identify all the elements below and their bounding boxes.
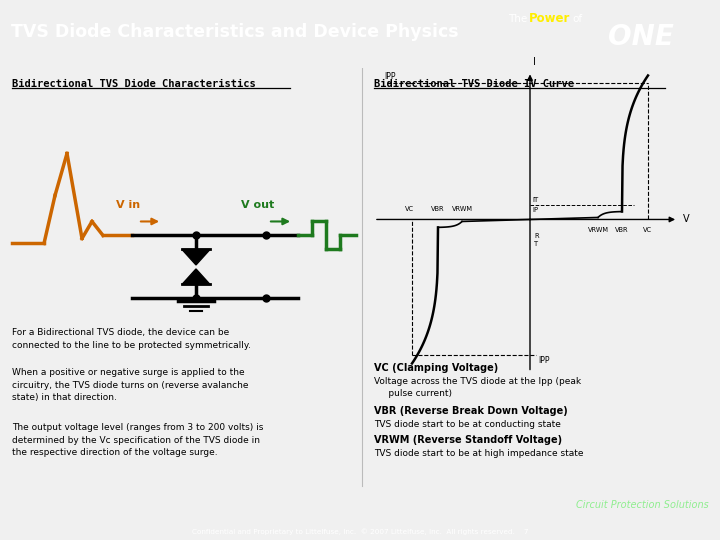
Text: Voltage across the TVS diode at the Ipp (peak
     pulse current): Voltage across the TVS diode at the Ipp …	[374, 377, 581, 398]
Text: When a positive or negative surge is applied to the
circuitry, the TVS diode tur: When a positive or negative surge is app…	[12, 368, 248, 402]
Text: IP: IP	[532, 207, 538, 213]
Text: The: The	[508, 14, 530, 24]
Text: The output voltage level (ranges from 3 to 200 volts) is
determined by the Vc sp: The output voltage level (ranges from 3 …	[12, 423, 264, 457]
Text: VBR: VBR	[431, 206, 445, 212]
Text: Circuit Protection Solutions: Circuit Protection Solutions	[577, 500, 709, 510]
Text: IT: IT	[532, 198, 539, 204]
Text: Bidirectional TVS Diode IV Curve: Bidirectional TVS Diode IV Curve	[374, 79, 574, 90]
Text: IPP: IPP	[538, 356, 549, 366]
Text: T: T	[534, 241, 538, 247]
Text: V: V	[683, 214, 690, 225]
Text: V out: V out	[241, 200, 274, 211]
Text: ONE: ONE	[608, 23, 674, 51]
Text: VBR: VBR	[615, 227, 629, 233]
Text: TVS Diode Characteristics and Device Physics: TVS Diode Characteristics and Device Phy…	[11, 23, 459, 42]
Text: of: of	[572, 14, 582, 24]
Text: VBR (Reverse Break Down Voltage): VBR (Reverse Break Down Voltage)	[374, 407, 568, 416]
Text: VRWM: VRWM	[588, 227, 608, 233]
Polygon shape	[182, 249, 210, 265]
Text: Bidirectional TVS Diode Characteristics: Bidirectional TVS Diode Characteristics	[12, 79, 256, 90]
Text: For a Bidirectional TVS diode, the device can be
connected to the line to be pro: For a Bidirectional TVS diode, the devic…	[12, 328, 251, 350]
Text: VC: VC	[644, 227, 652, 233]
Text: V in: V in	[116, 200, 140, 211]
Text: I: I	[533, 57, 536, 66]
Polygon shape	[182, 269, 210, 285]
Text: VC: VC	[405, 206, 415, 212]
Text: VRWM (Reverse Standoff Voltage): VRWM (Reverse Standoff Voltage)	[374, 435, 562, 445]
Text: VC (Clamping Voltage): VC (Clamping Voltage)	[374, 363, 498, 374]
Text: R: R	[534, 233, 539, 239]
Text: IPP: IPP	[384, 72, 395, 82]
Text: TVS diode start to be at high impedance state: TVS diode start to be at high impedance …	[374, 449, 583, 458]
Text: Confidential and Proprietary to Littelfuse, Inc.  © 2007 Littelfuse, Inc.  All r: Confidential and Proprietary to Littelfu…	[192, 528, 528, 535]
Text: VRWM: VRWM	[451, 206, 472, 212]
Text: TVS diode start to be at conducting state: TVS diode start to be at conducting stat…	[374, 421, 561, 429]
Text: Power: Power	[529, 12, 570, 25]
